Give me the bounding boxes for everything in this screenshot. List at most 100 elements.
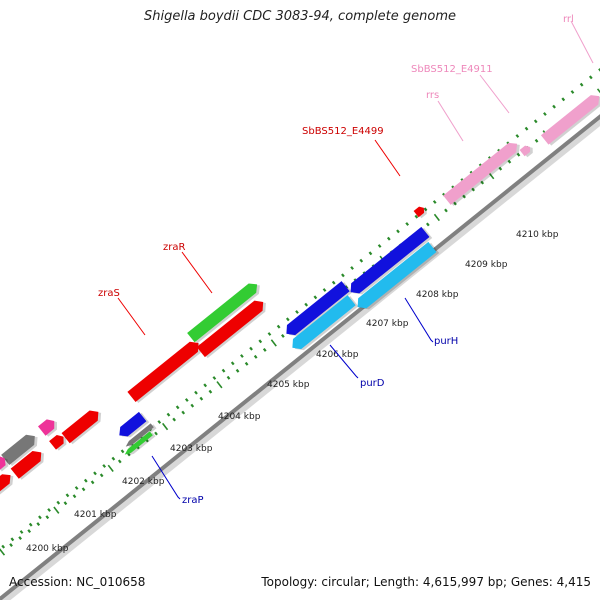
gene-zraP-green[interactable] bbox=[123, 430, 156, 458]
upper-track-tick bbox=[515, 134, 520, 138]
scale-label-4206: 4206 kbp bbox=[316, 350, 359, 360]
upper-track-tick bbox=[175, 405, 180, 410]
lower-track-tick bbox=[0, 548, 6, 556]
genome-backbone bbox=[0, 114, 600, 600]
lower-track-tick bbox=[99, 473, 104, 478]
upper-track-tick bbox=[28, 522, 33, 527]
gene-magenta-2[interactable] bbox=[0, 453, 11, 473]
gene-zraP-gray-body bbox=[125, 423, 154, 447]
leader-purD bbox=[329, 344, 359, 379]
gene-label-rrl[interactable]: rrl bbox=[563, 14, 574, 25]
upper-track-tick bbox=[38, 515, 42, 520]
upper-track-tick bbox=[276, 324, 281, 329]
scale-label-4207: 4207 kbp bbox=[366, 319, 409, 329]
upper-track-tick bbox=[194, 390, 198, 395]
scale-label-4201: 4201 kbp bbox=[74, 510, 117, 520]
lower-track-tick bbox=[253, 354, 258, 359]
lower-track-tick bbox=[107, 464, 114, 473]
upper-track-tick bbox=[267, 332, 272, 336]
upper-track-tick bbox=[341, 273, 345, 278]
lower-track-tick bbox=[480, 180, 485, 185]
gene-magenta-1[interactable] bbox=[38, 415, 61, 437]
gene-purH-blue[interactable] bbox=[347, 226, 433, 299]
gene-rrs-tip[interactable] bbox=[519, 143, 536, 158]
upper-track-tick bbox=[552, 104, 556, 109]
gene-red-small-1-body bbox=[61, 410, 99, 444]
gene-label-zraS[interactable]: zraS bbox=[98, 288, 120, 299]
lower-track-tick bbox=[117, 459, 122, 464]
gene-rrs-tip-body bbox=[519, 145, 531, 157]
lower-track-tick bbox=[433, 213, 440, 222]
gene-label-zraP[interactable]: zraP bbox=[182, 495, 204, 506]
upper-track-tick bbox=[359, 258, 364, 263]
upper-track-tick bbox=[249, 346, 253, 351]
upper-track-tick bbox=[240, 354, 244, 358]
upper-track-tick bbox=[203, 383, 208, 388]
lower-track-tick bbox=[63, 501, 68, 506]
gene-red-small-1[interactable] bbox=[61, 406, 106, 445]
gene-purD-body bbox=[292, 295, 356, 350]
gene-purH[interactable] bbox=[354, 241, 440, 314]
lower-track-tick bbox=[534, 138, 539, 143]
upper-track-tick bbox=[258, 339, 263, 344]
scale-label-4200: 4200 kbp bbox=[26, 544, 69, 554]
upper-track-tick bbox=[166, 412, 171, 417]
gene-zraP-green-body bbox=[124, 431, 153, 455]
gene-zraP-body bbox=[119, 411, 147, 437]
gene-rrs-body bbox=[443, 142, 518, 205]
lower-track-tick bbox=[27, 529, 32, 534]
gene-red-small-3[interactable] bbox=[10, 446, 48, 480]
upper-track-tick bbox=[322, 288, 327, 292]
lower-track-tick bbox=[444, 208, 448, 213]
gene-label-rrs[interactable]: rrs bbox=[426, 90, 439, 101]
gene-labels: zraS zraR zraP purD purH SbBS512_E4499 r… bbox=[98, 14, 574, 506]
lower-track-tick bbox=[154, 431, 158, 436]
upper-track-tick bbox=[579, 82, 584, 87]
upper-track-tick bbox=[221, 368, 226, 373]
gene-label-purH[interactable]: purH bbox=[434, 336, 458, 347]
upper-track-tick bbox=[396, 229, 400, 234]
lower-track-tick bbox=[172, 417, 176, 422]
gene-red-small-2[interactable] bbox=[49, 431, 70, 451]
leader-zraS bbox=[117, 297, 146, 336]
upper-track-tick bbox=[19, 530, 24, 534]
gene-SbBS512_E4499[interactable] bbox=[413, 204, 430, 219]
gene-gray[interactable] bbox=[1, 430, 41, 467]
gene-rrl[interactable] bbox=[540, 90, 600, 146]
scale-label-4202: 4202 kbp bbox=[122, 477, 165, 487]
upper-track-tick bbox=[331, 280, 336, 285]
map-title: Shigella boydii CDC 3083-94, complete ge… bbox=[143, 9, 457, 24]
upper-track-tick bbox=[65, 493, 70, 498]
gene-rrs[interactable] bbox=[443, 138, 523, 207]
lower-track-tick bbox=[244, 361, 249, 366]
gene-zraP-gray[interactable] bbox=[124, 422, 157, 450]
gene-label-SbBS512_E4911[interactable]: SbBS512_E4911 bbox=[411, 64, 493, 75]
lower-track-tick bbox=[181, 410, 186, 415]
upper-track-tick bbox=[368, 251, 373, 256]
lower-track-tick bbox=[270, 339, 277, 347]
gene-label-zraR[interactable]: zraR bbox=[163, 242, 185, 253]
upper-track-tick bbox=[524, 126, 529, 131]
gene-red-small-3-body bbox=[10, 451, 42, 479]
gene-label-purD[interactable]: purD bbox=[360, 378, 385, 389]
upper-track-tick bbox=[295, 310, 299, 314]
gene-zraS-2[interactable] bbox=[196, 296, 270, 359]
gene-zraR[interactable] bbox=[187, 279, 264, 344]
leader-rrs bbox=[437, 100, 464, 142]
gene-SbBS512_E4499-body bbox=[413, 206, 425, 218]
upper-track-tick bbox=[184, 398, 189, 402]
lower-track-tick bbox=[453, 201, 457, 206]
upper-track-tick bbox=[598, 68, 600, 72]
upper-track-tick bbox=[570, 90, 575, 94]
gene-zraP[interactable] bbox=[116, 411, 150, 442]
gene-purD-blue[interactable] bbox=[282, 280, 353, 341]
lower-track-tick bbox=[190, 403, 195, 408]
upper-track-tick bbox=[350, 266, 354, 270]
leader-SbBS512_E4499 bbox=[374, 139, 401, 177]
gene-label-SbBS512_E4499[interactable]: SbBS512_E4499 bbox=[302, 126, 384, 137]
gene-red-small-4[interactable] bbox=[0, 469, 17, 495]
gene-zraS[interactable] bbox=[127, 337, 205, 404]
gene-purD[interactable] bbox=[288, 294, 359, 355]
accession-text: Accession: NC_010658 bbox=[9, 575, 146, 589]
